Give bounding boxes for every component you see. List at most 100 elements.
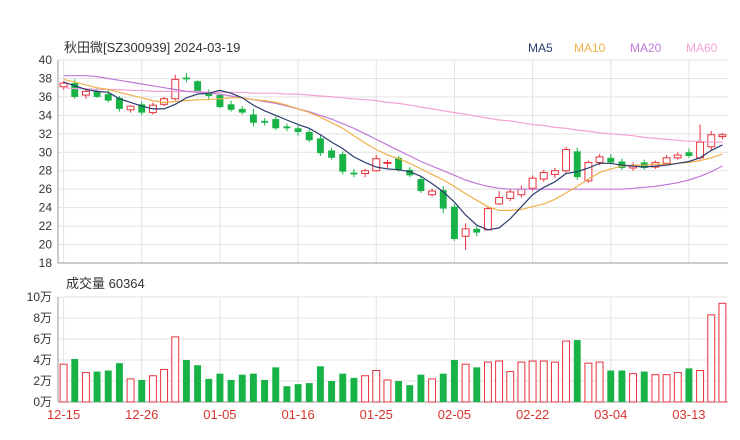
volume-bar	[673, 372, 682, 403]
date-tick-label: 02-22	[516, 407, 549, 422]
ma5-line	[63, 81, 723, 231]
candle	[328, 147, 336, 160]
volume-bar	[160, 368, 169, 403]
volume-bar	[573, 340, 581, 402]
candle	[473, 226, 481, 237]
volume-bar	[372, 370, 381, 403]
volume-bar	[249, 373, 257, 402]
candle	[216, 94, 224, 108]
price-grid	[57, 59, 728, 264]
price-tick-label: 18	[39, 256, 53, 270]
volume-bar	[707, 314, 716, 403]
candle	[528, 175, 537, 192]
candle-body	[461, 228, 470, 237]
candle-body	[372, 158, 381, 172]
volume-bar	[406, 385, 414, 402]
candle-body	[473, 228, 481, 233]
volume-bar	[227, 379, 235, 402]
candle	[283, 123, 291, 132]
candle-body	[395, 157, 403, 170]
candle-body	[662, 157, 671, 164]
candle-body	[59, 82, 68, 88]
volume-bar	[316, 366, 324, 402]
ma20-line	[63, 75, 723, 190]
date-tick-label: 01-05	[203, 407, 236, 422]
candle	[205, 89, 213, 100]
candle	[573, 147, 581, 180]
price-tick-label: 24	[39, 201, 53, 215]
volume-bar	[148, 375, 157, 403]
candle	[238, 106, 246, 115]
candle	[81, 89, 90, 99]
candle-body	[483, 208, 492, 231]
volume-bar	[383, 379, 392, 403]
candle	[550, 167, 559, 179]
volume-bar	[584, 362, 593, 403]
candle	[461, 223, 470, 251]
candle	[506, 189, 515, 202]
ma10-line	[63, 78, 723, 211]
candle	[339, 151, 347, 175]
legend-ma5: MA5	[528, 41, 553, 55]
volume-bar	[607, 370, 615, 402]
volume-tick-label: 8万	[33, 311, 52, 325]
candle	[685, 148, 693, 158]
candle	[562, 146, 571, 173]
candle-body	[406, 169, 414, 176]
candle-body	[495, 196, 504, 205]
candle-body	[115, 97, 123, 109]
candle	[272, 116, 280, 131]
date-tick-label: 03-13	[672, 407, 705, 422]
candle-body	[718, 134, 727, 138]
volume-bar	[294, 384, 302, 402]
candle-body	[272, 119, 280, 129]
volume-bar	[138, 379, 146, 402]
price-tick-label: 22	[39, 219, 53, 233]
candle-body	[439, 190, 447, 209]
volume-bar	[450, 360, 458, 402]
price-tick-label: 26	[39, 182, 53, 196]
candle	[383, 159, 392, 168]
volume-tick-label: 0万	[33, 395, 52, 409]
candle	[539, 169, 548, 182]
volume-bar	[115, 363, 123, 402]
volume-bars	[59, 302, 727, 403]
volume-axis-labels: 0万 2万 4万 6万 8万 10万	[27, 290, 52, 409]
candle-body	[528, 177, 537, 189]
volume-bar	[93, 371, 101, 402]
volume-bar	[395, 381, 403, 402]
volume-bar	[506, 371, 515, 403]
volume-bar	[495, 360, 504, 403]
legend-ma20: MA20	[630, 41, 662, 55]
volume-bar	[261, 379, 269, 402]
candle	[428, 188, 437, 197]
volume-tick-label: 6万	[33, 332, 52, 346]
candle	[495, 191, 504, 205]
candle-body	[339, 154, 347, 172]
volume-bar	[59, 363, 68, 403]
volume-tick-label: 4万	[33, 353, 52, 367]
candle-body	[417, 179, 425, 192]
candle	[450, 203, 458, 241]
candle-body	[216, 95, 224, 108]
volume-bar	[473, 367, 481, 402]
volume-bar	[640, 371, 648, 402]
volume-tick-label: 2万	[33, 374, 52, 388]
candle	[138, 101, 146, 116]
candle	[305, 129, 313, 143]
volume-bar	[417, 374, 425, 402]
candle-body	[328, 150, 336, 158]
price-tick-label: 40	[39, 53, 53, 67]
candle-body	[685, 152, 693, 156]
volume-bar	[483, 361, 492, 403]
volume-bar	[439, 373, 447, 402]
candle-body	[428, 190, 437, 196]
candle-body	[506, 191, 515, 199]
volume-bar	[562, 340, 571, 403]
volume-bar	[528, 360, 537, 403]
price-axis-labels: 18 20 22 24 26 28 30 32 34 36 38 40	[39, 53, 53, 270]
volume-bar	[205, 378, 213, 402]
candle-body	[517, 188, 526, 196]
candle-body	[383, 161, 392, 164]
candle-body	[261, 120, 269, 123]
